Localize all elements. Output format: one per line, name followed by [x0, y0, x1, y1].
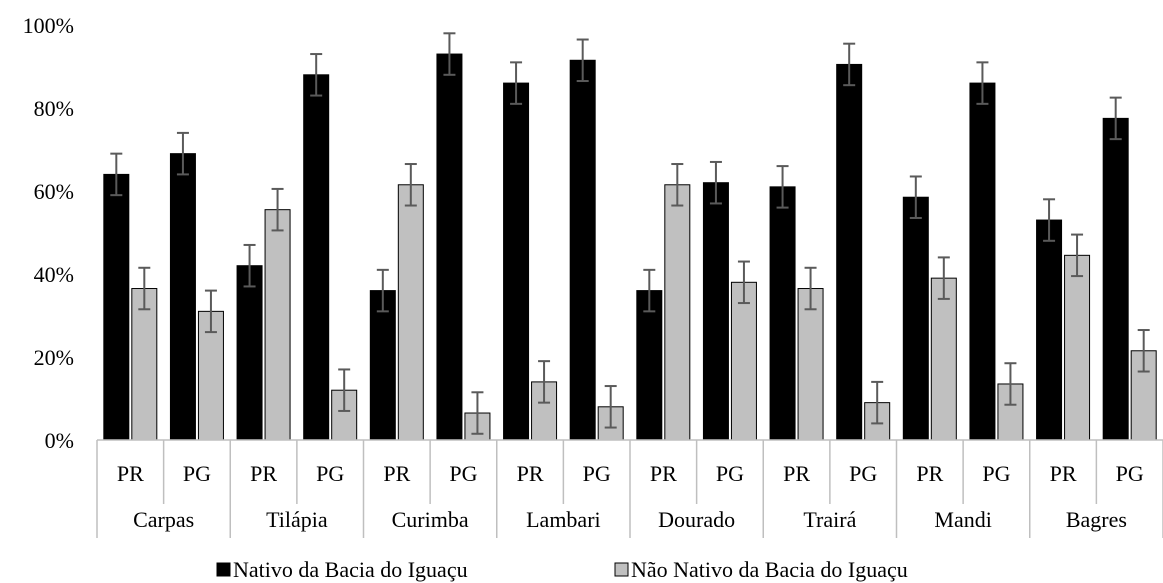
bar — [303, 74, 330, 441]
y-tick-label: 20% — [34, 345, 74, 370]
y-tick-label: 100% — [23, 13, 74, 38]
legend-swatch — [614, 562, 629, 577]
bar — [769, 186, 796, 441]
bar — [103, 173, 130, 441]
x-tick-label: PR — [783, 461, 810, 486]
x-tick-label: PR — [517, 461, 544, 486]
bar — [1102, 117, 1129, 441]
x-tick-label: PR — [383, 461, 410, 486]
group-label: Dourado — [658, 507, 735, 532]
y-tick-label: 60% — [34, 179, 74, 204]
bar — [369, 290, 396, 441]
group-label: Bagres — [1066, 507, 1127, 532]
bar — [730, 281, 757, 441]
bar — [636, 290, 663, 441]
y-tick-label: 0% — [45, 428, 74, 453]
bar — [664, 184, 691, 441]
group-label: Lambari — [526, 507, 601, 532]
bar — [236, 265, 263, 441]
legend-label: Nativo da Bacia do Iguaçu — [233, 557, 468, 582]
legend-label: Não Nativo da Bacia do Iguaçu — [631, 557, 908, 582]
group-label: Mandi — [934, 507, 991, 532]
bar — [797, 288, 824, 441]
bar — [264, 209, 291, 441]
bar — [397, 184, 424, 441]
bar — [1064, 254, 1091, 441]
y-tick-label: 40% — [34, 262, 74, 287]
x-tick-label: PG — [316, 461, 344, 486]
x-tick-label: PR — [250, 461, 277, 486]
x-tick-label: PR — [650, 461, 677, 486]
bar — [902, 196, 929, 441]
group-label: Trairá — [803, 507, 856, 532]
bar — [836, 63, 863, 441]
bar — [1036, 219, 1063, 441]
group-label: Carpas — [133, 507, 194, 532]
x-tick-label: PG — [449, 461, 477, 486]
group-label: Curimba — [392, 507, 469, 532]
bar — [169, 153, 196, 441]
bar — [702, 182, 729, 441]
bar — [503, 82, 530, 441]
x-tick-label: PR — [916, 461, 943, 486]
bar — [930, 277, 957, 441]
bar — [436, 53, 463, 441]
x-tick-label: PG — [583, 461, 611, 486]
x-tick-label: PG — [982, 461, 1010, 486]
legend-swatch — [216, 562, 231, 577]
x-tick-label: PR — [1050, 461, 1077, 486]
x-tick-label: PG — [183, 461, 211, 486]
bar — [969, 82, 996, 441]
group-label: Tilápia — [266, 507, 328, 532]
x-tick-label: PG — [1116, 461, 1144, 486]
x-tick-label: PR — [117, 461, 144, 486]
x-tick-label: PG — [716, 461, 744, 486]
bar — [569, 59, 596, 441]
x-tick-label: PG — [849, 461, 877, 486]
bar — [131, 288, 158, 441]
y-tick-label: 80% — [34, 96, 74, 121]
